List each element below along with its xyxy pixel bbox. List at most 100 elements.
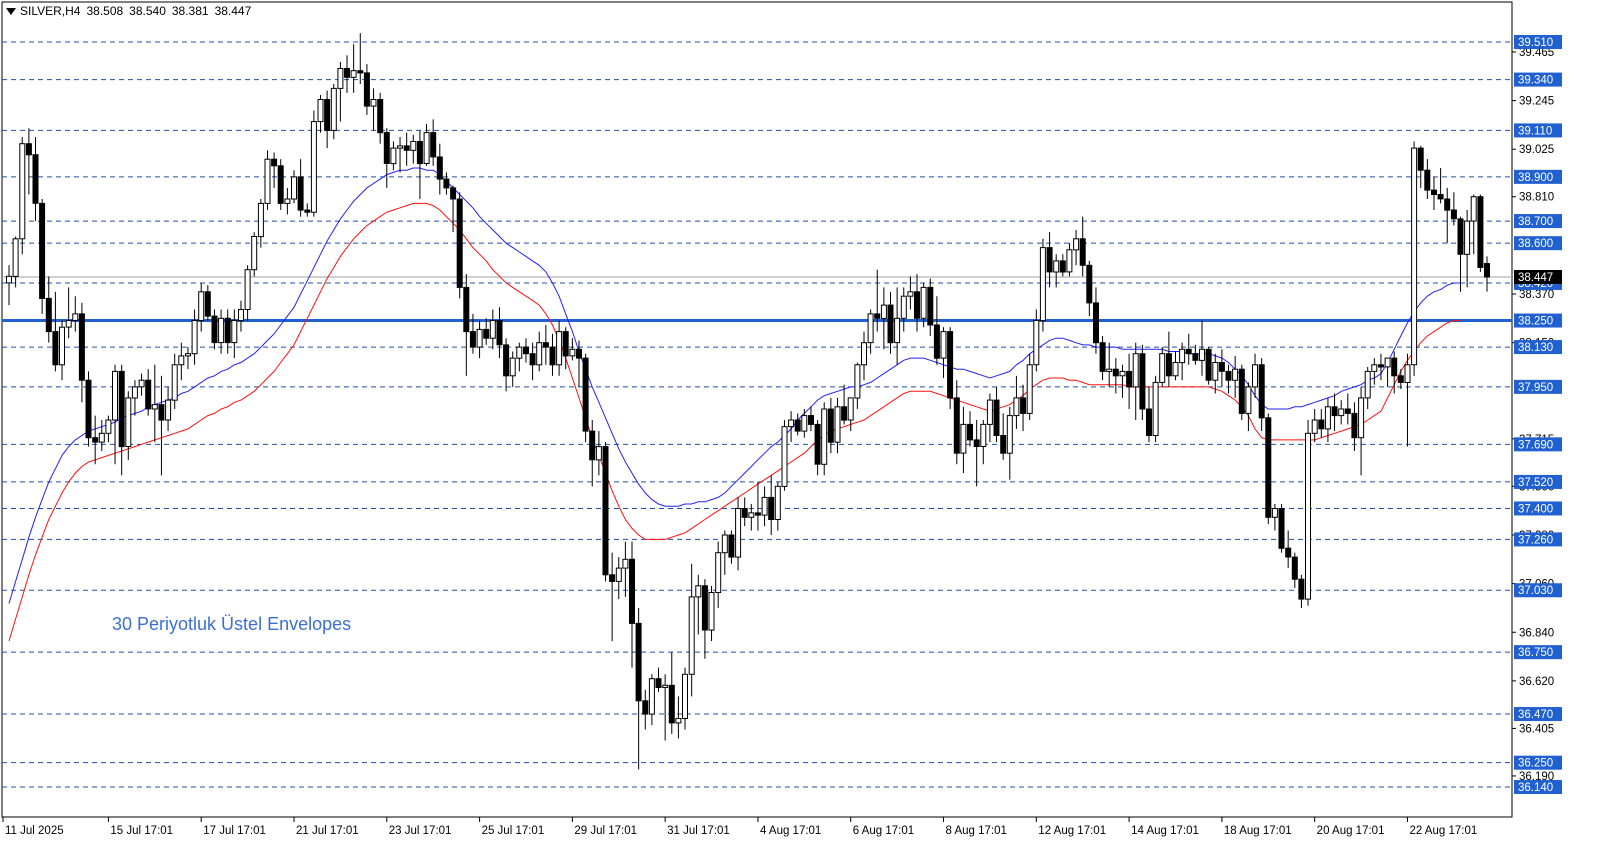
- candle: [1079, 216, 1086, 277]
- candle-body: [542, 342, 549, 348]
- candle: [536, 331, 543, 372]
- candle: [496, 307, 503, 359]
- candle-body: [1364, 370, 1371, 399]
- x-tick-label: 23 Jul 17:01: [389, 825, 452, 837]
- candle-body: [105, 419, 112, 434]
- candle: [708, 585, 715, 642]
- candle: [1265, 413, 1272, 524]
- candle: [1039, 238, 1046, 332]
- candle: [1132, 342, 1139, 421]
- candle-body: [1006, 415, 1013, 454]
- candle-body: [1431, 189, 1437, 196]
- candle: [1172, 351, 1179, 381]
- candle: [854, 362, 861, 409]
- candle: [357, 33, 364, 85]
- candle-body: [1318, 419, 1325, 430]
- candle-body: [695, 585, 702, 598]
- candle-body: [967, 423, 973, 441]
- candle-body: [363, 72, 370, 107]
- candle-body: [383, 132, 390, 165]
- level-label-box: [1514, 340, 1562, 355]
- candle: [1139, 344, 1146, 421]
- candle-body: [867, 313, 874, 344]
- candle-body: [1338, 408, 1345, 417]
- candle-body: [32, 154, 39, 204]
- candle: [927, 278, 934, 337]
- candle: [264, 150, 271, 211]
- candle: [682, 667, 688, 730]
- candle-body: [721, 534, 728, 554]
- level-label-box: [1514, 583, 1562, 598]
- lower-envelope-line: [8, 202, 1461, 642]
- y-tick-label: 39.465: [1519, 47, 1554, 59]
- candle: [960, 406, 967, 474]
- symbol-label: SILVER,H4: [20, 4, 81, 18]
- candle: [430, 119, 437, 166]
- candle-body: [509, 357, 516, 377]
- level-label-box: [1514, 645, 1562, 660]
- candle: [1252, 353, 1258, 398]
- x-tick-label: 17 Jul 17:01: [203, 825, 266, 837]
- upper-envelope-line: [8, 167, 1461, 604]
- candle: [403, 132, 410, 166]
- candle: [569, 338, 576, 361]
- candle-body: [1238, 368, 1245, 414]
- candle-body: [900, 295, 907, 319]
- candle: [1033, 309, 1040, 372]
- candle: [794, 413, 801, 436]
- candle-body: [1172, 362, 1179, 377]
- candle-body: [1291, 556, 1298, 580]
- ohlc-open: 38.508: [86, 4, 124, 18]
- candle: [642, 689, 649, 730]
- candle-body: [244, 269, 251, 311]
- candle: [238, 300, 244, 332]
- candle: [556, 320, 563, 376]
- candle: [145, 369, 152, 416]
- candle: [1450, 192, 1457, 226]
- candle-body: [642, 700, 649, 715]
- candle: [52, 291, 59, 372]
- candle-body: [1033, 320, 1040, 366]
- level-label-box: [1514, 501, 1562, 516]
- candle-body: [357, 70, 364, 74]
- candle: [191, 309, 198, 365]
- candle: [1066, 243, 1073, 277]
- indicator-annotation: 30 Periyotluk Üstel Envelopes: [112, 614, 352, 634]
- candle: [1245, 382, 1252, 432]
- candle-body: [344, 68, 350, 78]
- candle-body: [854, 364, 861, 399]
- candle: [12, 236, 19, 288]
- x-tick-label: 4 Aug 17:01: [760, 825, 821, 837]
- candle: [218, 309, 225, 354]
- candle: [609, 552, 616, 642]
- candle-body: [1457, 218, 1464, 255]
- candle-body: [158, 404, 165, 421]
- candle: [1199, 320, 1205, 376]
- level-label: 39.340: [1518, 75, 1553, 87]
- candle: [436, 143, 443, 195]
- candle: [112, 364, 118, 465]
- candle-body: [973, 439, 980, 447]
- candle-body: [761, 496, 768, 516]
- candle: [25, 128, 32, 195]
- candle: [1212, 353, 1219, 394]
- candle-body: [1046, 247, 1053, 273]
- chart-header: SILVER,H4 38.508 38.540 38.381 38.447: [6, 4, 257, 18]
- candle: [337, 61, 344, 122]
- candle-body: [814, 423, 821, 465]
- candle: [1338, 400, 1345, 425]
- candle-body: [112, 370, 118, 421]
- candle-body: [794, 419, 801, 432]
- candle: [801, 408, 808, 438]
- candle: [1411, 141, 1418, 376]
- candle: [774, 481, 781, 531]
- candle-body: [847, 397, 854, 421]
- dropdown-triangle-icon[interactable]: [6, 8, 16, 16]
- candle-body: [602, 446, 609, 576]
- candle: [463, 274, 470, 376]
- candle-body: [874, 313, 881, 319]
- candle-body: [39, 202, 46, 299]
- candle: [304, 203, 311, 217]
